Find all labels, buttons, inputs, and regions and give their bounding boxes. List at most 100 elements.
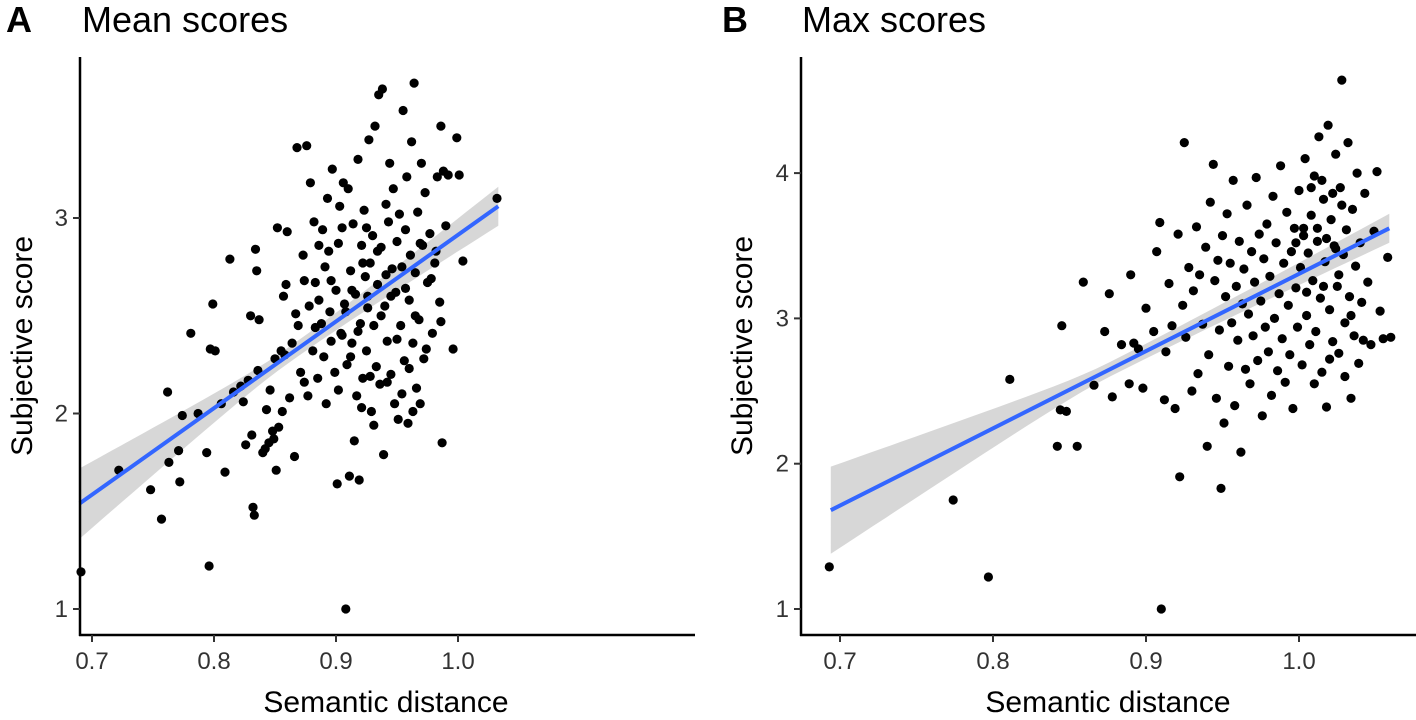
data-point <box>1288 403 1298 414</box>
data-point <box>1315 293 1325 303</box>
data-point <box>458 256 468 266</box>
data-point <box>361 346 372 356</box>
y-tick-label: 2 <box>776 451 789 478</box>
data-point <box>1205 197 1215 207</box>
data-point <box>1155 217 1165 228</box>
data-point <box>241 440 251 450</box>
data-point <box>293 320 303 331</box>
data-point <box>1351 261 1361 271</box>
data-point <box>394 209 404 219</box>
data-point <box>380 301 390 311</box>
data-point <box>296 367 306 377</box>
panel-a-letter: A <box>6 0 32 40</box>
panel-a-y-axis-title: Subjective score <box>6 236 39 456</box>
data-point <box>398 105 408 116</box>
data-point <box>390 399 400 409</box>
data-point <box>146 485 156 495</box>
data-point <box>402 172 412 182</box>
data-point <box>1344 292 1355 302</box>
data-point <box>1227 318 1237 328</box>
data-point <box>409 78 419 88</box>
data-point <box>291 309 301 319</box>
data-point <box>388 184 398 194</box>
data-point <box>1247 247 1257 257</box>
data-point <box>360 272 370 282</box>
data-point <box>292 143 302 153</box>
data-point <box>366 406 376 417</box>
data-point <box>174 446 184 456</box>
data-point <box>247 430 257 440</box>
data-point <box>1308 276 1318 286</box>
data-point <box>1314 132 1324 142</box>
data-point <box>410 311 420 321</box>
data-point <box>1262 219 1272 229</box>
data-point <box>1195 270 1205 280</box>
data-point <box>337 330 347 340</box>
data-point <box>397 389 407 399</box>
data-point <box>392 334 402 344</box>
data-point <box>1343 138 1353 148</box>
data-point <box>1282 207 1292 217</box>
data-point <box>346 352 356 362</box>
data-point <box>1061 406 1071 416</box>
data-point <box>1133 344 1143 354</box>
data-point <box>416 158 426 168</box>
data-point <box>1181 332 1191 342</box>
data-point <box>1360 188 1370 198</box>
data-point <box>309 217 319 227</box>
data-point <box>282 227 292 237</box>
data-point <box>1208 159 1218 169</box>
data-point <box>1331 149 1341 159</box>
data-point <box>1321 233 1332 244</box>
data-point <box>358 258 368 268</box>
data-point <box>343 184 353 194</box>
data-point <box>1219 418 1229 428</box>
data-point <box>281 279 291 290</box>
data-point <box>1346 310 1356 321</box>
data-point <box>1340 371 1350 382</box>
data-point <box>1378 334 1388 344</box>
data-point <box>1240 364 1251 374</box>
data-point <box>1328 188 1338 198</box>
data-point <box>1089 380 1099 390</box>
data-point <box>1225 258 1235 268</box>
data-point <box>278 291 289 301</box>
data-point <box>407 137 417 147</box>
data-point <box>1349 331 1359 341</box>
y-tick-label: 4 <box>776 160 789 187</box>
data-point <box>1057 321 1067 331</box>
data-point <box>1243 309 1254 319</box>
data-point <box>1291 238 1301 248</box>
data-point <box>342 360 352 370</box>
data-point <box>175 477 185 487</box>
data-point <box>1138 383 1148 393</box>
panel-b-regression-line <box>829 226 1391 512</box>
data-point <box>339 299 350 309</box>
data-point <box>408 406 418 417</box>
data-point <box>335 201 345 211</box>
data-point <box>346 266 356 276</box>
data-point <box>355 319 365 329</box>
data-point <box>1187 386 1197 396</box>
data-point <box>1337 75 1347 85</box>
data-point <box>492 193 502 203</box>
data-point <box>299 377 309 387</box>
data-point <box>1265 271 1275 281</box>
data-point <box>421 344 431 354</box>
data-point <box>1193 369 1203 379</box>
data-point <box>1250 277 1260 287</box>
data-point <box>357 240 367 250</box>
data-point <box>386 291 396 301</box>
x-tick-label: 0.9 <box>319 648 352 675</box>
data-point <box>1312 223 1322 233</box>
data-point <box>1167 321 1177 331</box>
data-point <box>1141 303 1151 313</box>
data-point <box>1346 393 1356 403</box>
x-tick-label: 0.7 <box>75 648 108 675</box>
data-point <box>372 246 383 256</box>
data-point <box>341 604 351 614</box>
data-point <box>333 385 343 395</box>
data-point <box>376 311 386 321</box>
data-point <box>1126 270 1136 280</box>
panel-b-letter: B <box>722 0 748 40</box>
